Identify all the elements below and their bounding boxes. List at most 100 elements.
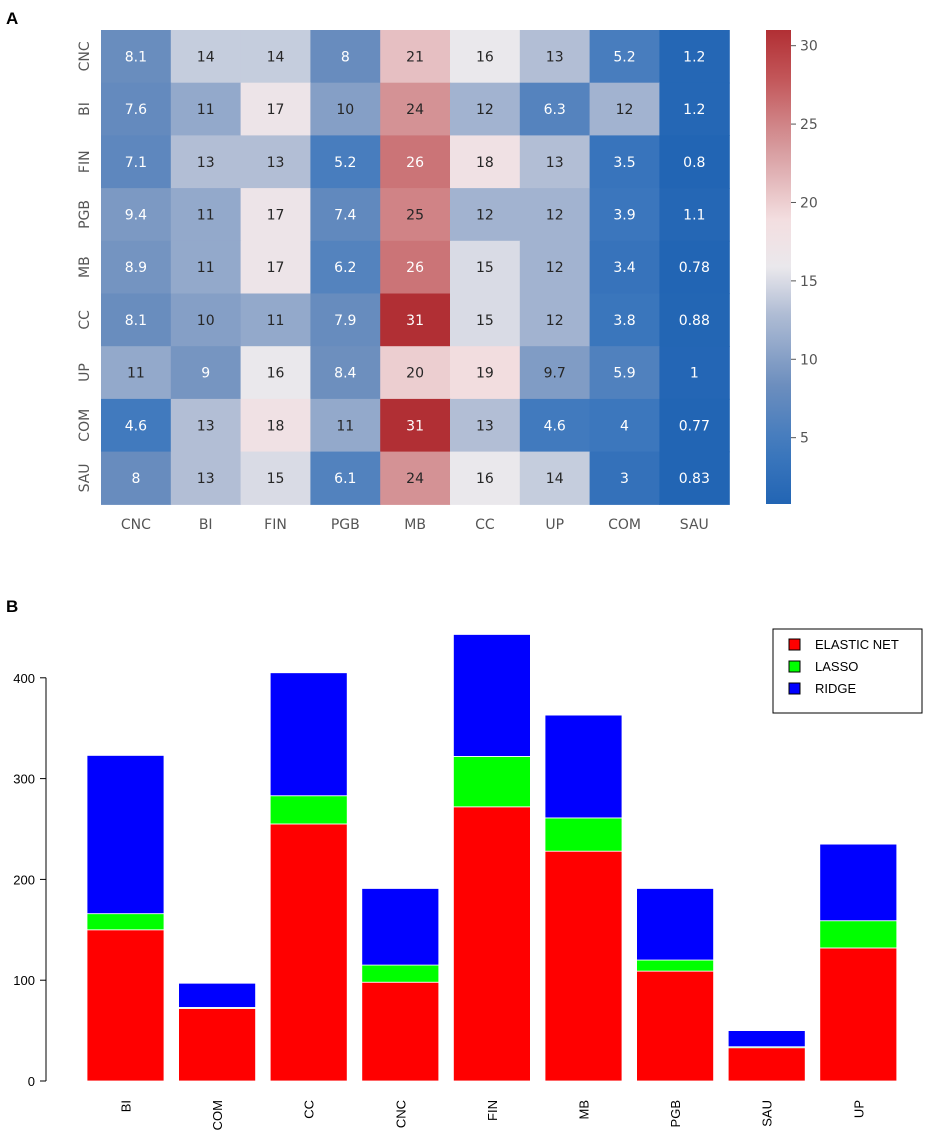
heatmap-cell-MB-COM xyxy=(589,240,660,295)
heatmap-cell-label: 6.1 xyxy=(334,471,356,487)
heatmap-cell-UP-UP xyxy=(519,346,591,400)
bar-x-tick-label: PGB xyxy=(668,1100,683,1127)
heatmap-cell-BI-CC xyxy=(450,82,521,136)
heatmap-cell-CC-FIN xyxy=(240,293,311,347)
bar-segment-FIN-ridge xyxy=(452,634,531,757)
heatmap-cell-label: 12 xyxy=(546,313,564,329)
heatmap-cell-label: 12 xyxy=(616,102,634,118)
heatmap-cell-FIN-FIN xyxy=(240,135,311,189)
heatmap-cell-label: 5.2 xyxy=(613,49,635,65)
heatmap-cell-CC-SAU xyxy=(659,293,730,347)
legend-label: RIDGE xyxy=(815,681,857,696)
heatmap-cell-COM-FIN xyxy=(240,398,311,453)
colorbar-tick-label: 10 xyxy=(800,352,818,368)
heatmap-cell-label: 26 xyxy=(406,155,424,171)
heatmap-cell-SAU-BI xyxy=(170,451,242,505)
heatmap-cell-SAU-PGB xyxy=(310,451,381,505)
heatmap-cell-label: 12 xyxy=(476,102,494,118)
heatmap-cell-label: 6.2 xyxy=(334,260,356,276)
colorbar-tick-label: 20 xyxy=(800,195,818,211)
heatmap-cell-label: 11 xyxy=(197,260,215,276)
heatmap-cell-UP-COM xyxy=(589,346,660,400)
heatmap-col-tick: BI xyxy=(199,517,213,533)
heatmap-cell-label: 16 xyxy=(267,366,285,382)
heatmap-cell-label: 7.9 xyxy=(334,313,356,329)
heatmap-cell-label: 12 xyxy=(546,260,564,276)
heatmap-cell-label: 17 xyxy=(267,260,285,276)
heatmap-cell-PGB-COM xyxy=(589,188,660,242)
heatmap-cell-label: 15 xyxy=(267,471,285,487)
bar-y-tick-label: 300 xyxy=(13,772,35,787)
legend-swatch xyxy=(788,660,801,673)
heatmap-cell-CC-MB xyxy=(380,293,451,347)
heatmap-cell-CNC-SAU xyxy=(659,30,730,84)
heatmap-cell-BI-MB xyxy=(380,82,451,136)
heatmap-cell-SAU-UP xyxy=(519,451,591,505)
heatmap-cell-label: 14 xyxy=(546,471,564,487)
bar-segment-PGB-lasso xyxy=(636,959,714,972)
heatmap-cell-PGB-FIN xyxy=(240,188,311,242)
heatmap-cell-label: 8.4 xyxy=(334,366,356,382)
bar-segment-CC-elastic-net xyxy=(269,823,348,1082)
heatmap-cell-BI-PGB xyxy=(310,82,381,136)
bar-y-tick-label: 100 xyxy=(13,973,35,988)
heatmap-cell-FIN-PGB xyxy=(310,135,381,189)
heatmap-cell-UP-FIN xyxy=(240,346,311,400)
bar-segment-MB-elastic-net xyxy=(544,850,623,1082)
heatmap-cell-label: 1.2 xyxy=(683,49,705,65)
heatmap-cell-label: 10 xyxy=(197,313,215,329)
heatmap-colorbar: 5 10 15 20 25 30 xyxy=(766,30,818,504)
bar-segment-PGB-elastic-net xyxy=(636,970,714,1082)
bar-segment-COM-ridge xyxy=(178,982,257,1008)
heatmap-col-tick: FIN xyxy=(264,517,287,533)
heatmap-cell-CC-CNC xyxy=(101,293,172,347)
bar-segment-MB-ridge xyxy=(544,714,623,819)
heatmap-cell-FIN-UP xyxy=(519,135,591,189)
heatmap-cell-CNC-BI xyxy=(170,30,242,84)
heatmap-cell-label: 14 xyxy=(267,49,285,65)
heatmap-cell-label: 1.2 xyxy=(683,102,705,118)
panel-a-label: A xyxy=(6,9,18,28)
heatmap-cell-label: 12 xyxy=(476,207,494,223)
heatmap-cell-BI-SAU xyxy=(659,82,730,136)
heatmap-cell-COM-COM xyxy=(589,398,660,453)
heatmap-row-tick: UP xyxy=(77,363,93,382)
heatmap-cell-label: 8.1 xyxy=(125,49,147,65)
heatmap-cell-COM-UP xyxy=(519,398,591,453)
bar-segment-CC-lasso xyxy=(269,795,348,825)
heatmap-cell-label: 0.83 xyxy=(679,471,710,487)
heatmap-cell-label: 4.6 xyxy=(125,418,147,434)
heatmap-cell-label: 18 xyxy=(267,418,285,434)
heatmap-cell-label: 20 xyxy=(406,366,424,382)
heatmap-cell-PGB-CC xyxy=(450,188,521,242)
heatmap-cell-COM-SAU xyxy=(659,398,730,453)
bar-segment-SAU-ridge xyxy=(727,1030,806,1048)
heatmap-cell-label: 15 xyxy=(476,313,494,329)
heatmap-cell-BI-COM xyxy=(589,82,660,136)
heatmap-cell-PGB-UP xyxy=(519,188,591,242)
heatmap-cell-label: 11 xyxy=(267,313,285,329)
bar-segment-BI-lasso xyxy=(86,913,165,931)
heatmap-col-tick: SAU xyxy=(680,517,709,533)
heatmap-cell-BI-CNC xyxy=(101,82,172,136)
heatmap-cell-label: 13 xyxy=(476,418,494,434)
heatmap-cell-PGB-SAU xyxy=(659,188,730,242)
bar-x-tick-label: CNC xyxy=(393,1100,408,1128)
colorbar-tick-label: 30 xyxy=(800,39,818,55)
heatmap-cell-UP-CNC xyxy=(101,346,172,400)
heatmap-cell-FIN-COM xyxy=(589,135,660,189)
heatmap-cell-label: 1 xyxy=(690,366,699,382)
heatmap-cell-COM-MB xyxy=(380,398,451,453)
bar-segment-CNC-lasso xyxy=(361,964,440,983)
heatmap-cell-MB-FIN xyxy=(240,240,311,295)
heatmap-cell-MB-UP xyxy=(519,240,591,295)
heatmap-cell-label: 11 xyxy=(197,102,215,118)
heatmap-cell-label: 7.4 xyxy=(334,207,356,223)
heatmap-cell-label: 18 xyxy=(476,155,494,171)
heatmap-col-tick: MB xyxy=(404,517,426,533)
heatmap-cell-COM-CC xyxy=(450,398,521,453)
heatmap-cell-SAU-FIN xyxy=(240,451,311,505)
heatmap-cell-label: 4 xyxy=(620,418,629,434)
heatmap-cell-PGB-BI xyxy=(170,188,242,242)
